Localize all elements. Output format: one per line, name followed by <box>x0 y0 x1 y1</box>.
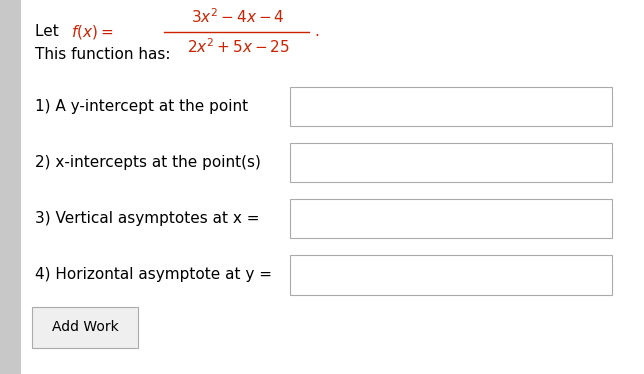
FancyBboxPatch shape <box>21 0 644 374</box>
Text: 3) Vertical asymptotes at x =: 3) Vertical asymptotes at x = <box>35 211 260 226</box>
Text: 2) x-intercepts at the point(s): 2) x-intercepts at the point(s) <box>35 155 261 170</box>
FancyBboxPatch shape <box>290 87 612 126</box>
FancyBboxPatch shape <box>0 0 21 374</box>
FancyBboxPatch shape <box>290 255 612 295</box>
Text: .: . <box>314 24 319 39</box>
Text: This function has:: This function has: <box>35 47 171 62</box>
Text: $3x^2 - 4x - 4$: $3x^2 - 4x - 4$ <box>191 7 285 26</box>
Text: 4) Horizontal asymptote at y =: 4) Horizontal asymptote at y = <box>35 267 272 282</box>
FancyBboxPatch shape <box>32 307 138 348</box>
FancyBboxPatch shape <box>290 143 612 183</box>
FancyBboxPatch shape <box>290 199 612 239</box>
Text: $\mathit{f}(\mathit{x})=$: $\mathit{f}(\mathit{x})=$ <box>71 23 113 41</box>
Text: 1) A y-intercept at the point: 1) A y-intercept at the point <box>35 99 249 114</box>
Text: Add Work: Add Work <box>52 320 118 334</box>
Text: $2x^2 + 5x - 25$: $2x^2 + 5x - 25$ <box>187 37 290 56</box>
Text: Let: Let <box>35 24 64 39</box>
